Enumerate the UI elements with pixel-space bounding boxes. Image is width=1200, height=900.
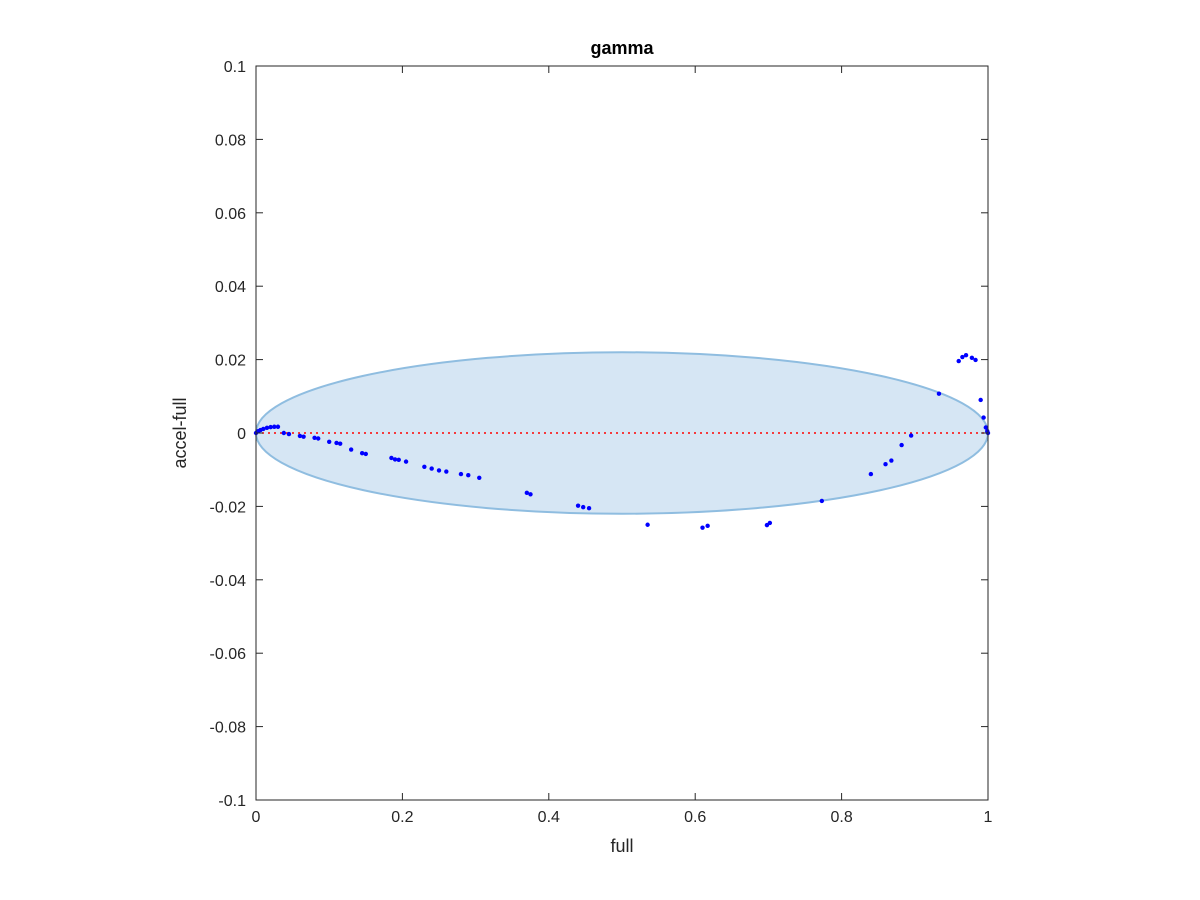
data-point — [264, 425, 270, 431]
data-point — [868, 471, 874, 477]
data-point — [581, 504, 586, 510]
data-point — [705, 523, 710, 529]
data-point — [327, 439, 332, 445]
plot-area: 0 0.2 0.4 0.6 0.8 1 -0.1 -0.08 -0.06 -0.04 -0.02 0… — [210, 59, 993, 826]
data-point — [334, 440, 339, 446]
data-point — [956, 358, 961, 364]
data-point — [899, 442, 904, 448]
x-tick-label: 0.2 — [391, 809, 413, 826]
data-point — [396, 457, 401, 462]
data-point — [575, 503, 581, 508]
y-axis-label: accel-full — [170, 397, 190, 468]
data-point — [261, 426, 266, 432]
data-point — [348, 447, 354, 452]
data-point — [359, 450, 365, 456]
data-point — [889, 458, 894, 463]
data-point — [645, 522, 650, 527]
x-tick-label: 1 — [984, 809, 993, 826]
y-tick-label: 0.02 — [215, 353, 246, 370]
y-tick-label: 0.04 — [215, 279, 246, 296]
data-point — [960, 354, 965, 360]
data-point — [983, 425, 989, 430]
chart-title: gamma — [590, 38, 654, 58]
data-point — [466, 473, 471, 478]
x-tick-label: 0.6 — [684, 809, 706, 826]
x-tick-label: 0 — [252, 809, 261, 826]
data-point — [268, 424, 273, 430]
data-point — [978, 397, 983, 403]
y-tick-label: -0.06 — [210, 646, 247, 663]
data-point — [392, 457, 398, 462]
data-points — [253, 352, 991, 530]
data-point — [524, 490, 530, 496]
data-point — [973, 357, 978, 363]
y-tick-label: -0.04 — [210, 573, 247, 590]
y-tick-label: 0 — [237, 426, 246, 443]
data-point — [389, 455, 394, 461]
data-point — [281, 430, 287, 436]
data-point — [963, 352, 969, 358]
x-axis-ticks: 0 0.2 0.4 0.6 0.8 1 — [252, 66, 993, 826]
data-point — [272, 424, 277, 429]
data-point — [819, 498, 825, 504]
data-point — [969, 355, 975, 360]
data-point — [936, 391, 942, 396]
data-point — [528, 492, 533, 497]
data-point — [422, 464, 427, 469]
data-point — [477, 475, 482, 480]
y-tick-label: -0.08 — [210, 720, 247, 737]
data-point — [337, 441, 343, 446]
data-point — [297, 433, 303, 439]
y-tick-label: -0.02 — [210, 499, 247, 516]
data-point — [275, 424, 281, 429]
data-point — [316, 436, 321, 441]
data-point — [312, 435, 317, 440]
data-point — [458, 471, 464, 477]
data-point — [286, 431, 292, 437]
data-point — [301, 434, 306, 439]
y-tick-label: 0.06 — [215, 206, 246, 223]
data-point — [444, 469, 449, 474]
data-point — [908, 433, 914, 438]
data-point — [586, 506, 592, 511]
data-point — [700, 525, 705, 530]
data-point — [436, 468, 442, 473]
data-point — [429, 466, 434, 471]
x-tick-label: 0.8 — [830, 809, 852, 826]
data-point — [767, 520, 773, 526]
data-point — [883, 461, 888, 467]
y-tick-label: -0.1 — [218, 793, 246, 810]
y-axis-ticks: -0.1 -0.08 -0.06 -0.04 -0.02 0 0.02 0.04 0.06 0.0… — [210, 59, 988, 810]
data-point — [363, 451, 368, 457]
data-point — [981, 415, 986, 420]
data-point — [403, 459, 409, 464]
y-tick-label: 0.08 — [215, 132, 246, 149]
x-tick-label: 0.4 — [538, 809, 560, 826]
x-axis-label: full — [610, 836, 633, 856]
y-tick-label: 0.1 — [224, 59, 246, 76]
